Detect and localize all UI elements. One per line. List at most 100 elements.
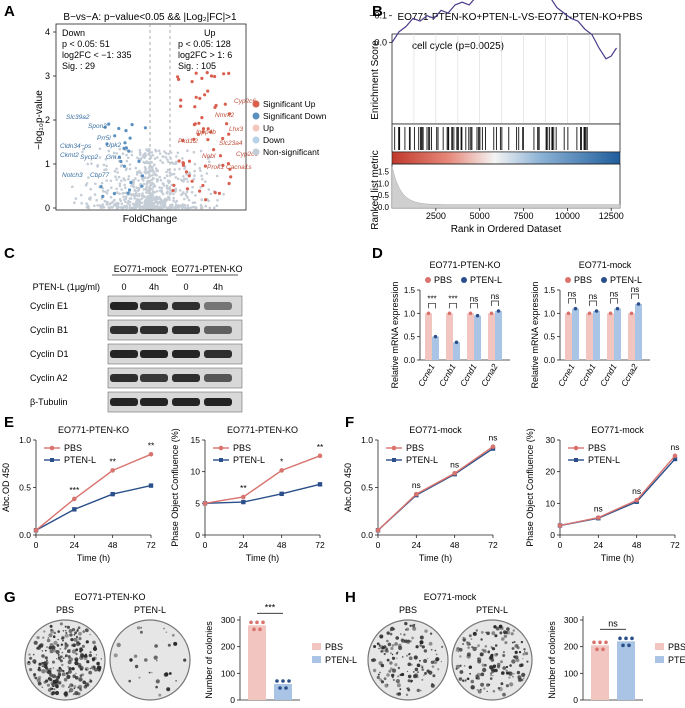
colony-dot — [386, 639, 389, 643]
line-sig-label: ns — [632, 486, 641, 496]
volcano-point-down — [99, 185, 103, 189]
colony-dot — [144, 658, 148, 662]
volcano-point-ns — [93, 193, 97, 196]
colony-dot — [372, 668, 377, 673]
qpcr-chart-ko: EO771-PTEN-KO PBS PTEN-L 0.0 0.5 1.0 1.5 *** Ccn… — [390, 260, 510, 389]
colony-dot — [62, 670, 65, 672]
volcano-point-ns — [128, 167, 132, 171]
volcano-point-ns — [191, 205, 195, 209]
colony-dot — [71, 628, 76, 632]
volcano-point-ns — [74, 197, 78, 200]
volcano-point-ns — [130, 150, 133, 153]
volcano-point-ns — [183, 197, 186, 201]
colony-point-pbs — [598, 640, 602, 645]
colony-dot — [407, 674, 412, 679]
line-ylabel: Abc.OD 450 — [1, 463, 11, 512]
colony-dot — [406, 654, 409, 657]
colony-dot — [379, 645, 385, 650]
colony-dot — [419, 635, 424, 640]
volcano-point-up — [221, 136, 225, 141]
volcano-point-down — [127, 149, 131, 153]
colony-dot — [41, 669, 46, 674]
wb-band — [140, 350, 168, 358]
volcano-point-ns — [114, 175, 117, 178]
colony-ytick-label: 0 — [230, 695, 235, 705]
volcano-point-down — [101, 194, 105, 198]
colony-dot — [491, 647, 496, 651]
colony-dot — [486, 690, 488, 693]
volcano-gene-label-up: Inpp4b — [196, 129, 216, 136]
volcano-point-ns — [170, 173, 174, 176]
gsea-xtick-label: 7500 — [514, 211, 534, 221]
colony-dot — [46, 638, 51, 643]
line-point-pbs — [375, 527, 381, 533]
colony-dot — [49, 643, 54, 648]
colony-dot — [477, 689, 482, 694]
colony-dot — [78, 642, 81, 645]
volcano-point-ns — [159, 205, 162, 208]
volcano-point-ns — [205, 172, 209, 175]
panel-g: G EO771-PTEN-KO PBS PTEN-L 0 100 200 300 Num… — [4, 589, 357, 705]
colony-dot — [459, 664, 462, 667]
colony-dot — [64, 647, 67, 650]
colony-dot — [166, 687, 171, 692]
qpcr-gene-label: Ccnd1 — [458, 362, 479, 389]
colony-dot — [423, 649, 428, 653]
volcano-point-up — [184, 170, 189, 174]
volcano-point-ns — [152, 185, 155, 189]
colony-dot — [497, 687, 501, 690]
wb-row-label: Cyclin B1 — [30, 325, 68, 335]
colony-dot — [413, 655, 418, 660]
colony-dot — [490, 646, 493, 648]
colony-dot — [79, 667, 83, 671]
g-colony-bar-chart: 0 100 200 300 Number of colonies *** PBS PTEN-L — [204, 602, 357, 705]
colony-dot — [61, 651, 64, 654]
qpcr-bar-pbs — [607, 313, 614, 360]
colony-dot — [505, 665, 509, 669]
colony-dot — [462, 643, 465, 645]
qpcr-sig-label: ns — [589, 292, 597, 301]
colony-dot — [419, 689, 422, 692]
wb-lane-label: 4h — [149, 282, 159, 292]
colony-dot — [400, 633, 402, 635]
colony-dot — [133, 654, 138, 658]
gsea-metric-tick-label: 0.5 — [378, 191, 390, 200]
colony-dot — [51, 687, 54, 691]
volcano-gene-label-down: Spon2 — [88, 123, 107, 130]
volcano-point-ns — [123, 198, 126, 201]
colony-dot — [76, 629, 79, 632]
volcano-gene-label-down: Slc39a2 — [66, 114, 90, 121]
qpcr-title: EO771-PTEN-KO — [429, 260, 500, 270]
colony-dot — [403, 633, 406, 636]
volcano-point-ns — [166, 179, 170, 182]
line-point-pbs — [452, 470, 457, 476]
volcano-point-up — [218, 154, 223, 158]
wb-row-label: β-Tubulin — [30, 397, 67, 407]
volcano-point-ns — [185, 190, 189, 193]
line-sig-label: ** — [109, 456, 116, 466]
line-point-pbs — [317, 453, 323, 459]
colony-dot — [389, 661, 393, 665]
line-ytick-label: 0.5 — [19, 483, 31, 493]
colony-dot — [413, 671, 415, 673]
volcano-point-ns — [106, 201, 109, 204]
qpcr-gene-label: Ccnb1 — [577, 362, 598, 389]
volcano-point-ns — [148, 166, 151, 169]
volcano-point-ns — [132, 179, 136, 182]
volcano-point-ns — [131, 202, 135, 206]
volcano-point-up — [192, 137, 196, 141]
volcano-point-ns — [95, 198, 98, 202]
colony-dot — [380, 680, 384, 684]
volcano-point-ns — [169, 151, 173, 154]
down-p: p < 0.05: 51 — [62, 39, 110, 49]
line-ytick-label: 0.0 — [19, 530, 31, 540]
volcano-point-ns — [124, 200, 127, 204]
volcano-point-ns — [163, 150, 166, 153]
gsea-es-tick-label: 0.0 — [374, 38, 387, 48]
colony-dot — [389, 629, 392, 632]
volcano-point-ns — [215, 204, 219, 207]
colony-dot — [29, 656, 33, 660]
volcano-point-ns — [111, 200, 115, 204]
volcano-point-ns — [158, 186, 161, 189]
wb-row-label: Cyclin A2 — [30, 373, 68, 383]
